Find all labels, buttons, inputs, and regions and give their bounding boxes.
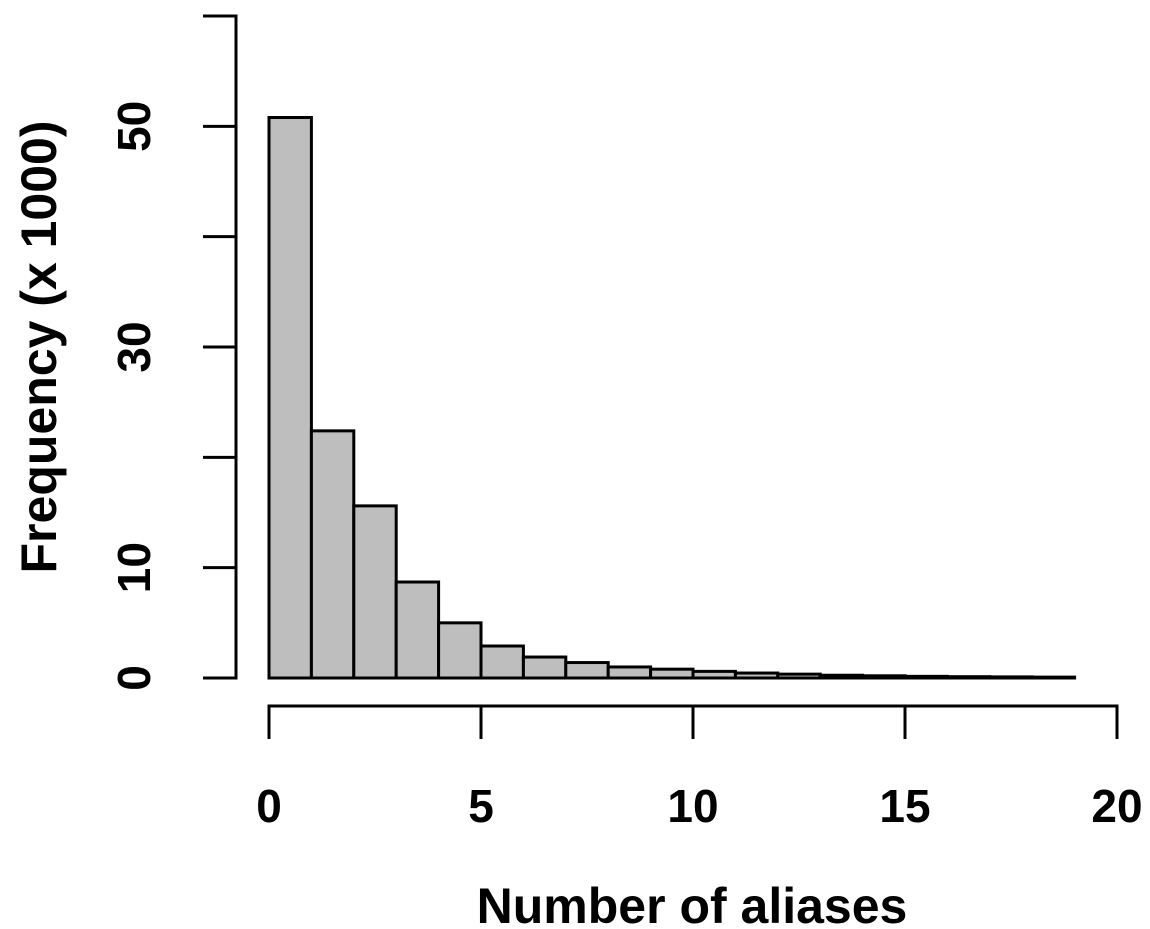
histogram-bar <box>394 580 441 680</box>
x-tick-label: 0 <box>256 780 282 832</box>
x-tick-label: 15 <box>879 780 930 832</box>
histogram-bars <box>267 116 1077 680</box>
histogram-bar <box>479 644 525 680</box>
x-tick-label: 20 <box>1091 780 1142 832</box>
histogram-bar <box>988 675 1034 680</box>
histogram-bar <box>309 429 356 680</box>
histogram-bar <box>945 675 992 680</box>
histogram-bar <box>437 621 483 680</box>
histogram-bar <box>733 671 780 680</box>
histogram-bar <box>649 667 695 680</box>
histogram-bar <box>352 504 398 680</box>
y-tick-label: 30 <box>108 321 160 372</box>
histogram-bar <box>818 673 865 680</box>
histogram-bar <box>691 669 737 680</box>
x-tick-label: 5 <box>468 780 494 832</box>
y-axis-title: Frequency (x 1000) <box>11 121 67 574</box>
histogram-bar <box>776 672 822 680</box>
histogram-bar <box>267 116 313 680</box>
histogram-bar <box>606 665 653 680</box>
x-axis-title: Number of aliases <box>477 878 908 929</box>
histogram-bar <box>1030 675 1077 680</box>
x-tick-label: 10 <box>667 780 718 832</box>
y-tick-label: 50 <box>108 101 160 152</box>
y-tick-label: 10 <box>108 542 160 593</box>
histogram-bar <box>861 674 907 680</box>
x-axis: 0 5 10 15 20 <box>256 704 1143 832</box>
histogram-bar <box>521 655 568 680</box>
y-axis: 0 10 30 50 <box>108 14 238 691</box>
histogram-bar <box>903 674 949 680</box>
histogram-bar <box>564 661 610 680</box>
y-tick-label: 0 <box>108 665 160 691</box>
